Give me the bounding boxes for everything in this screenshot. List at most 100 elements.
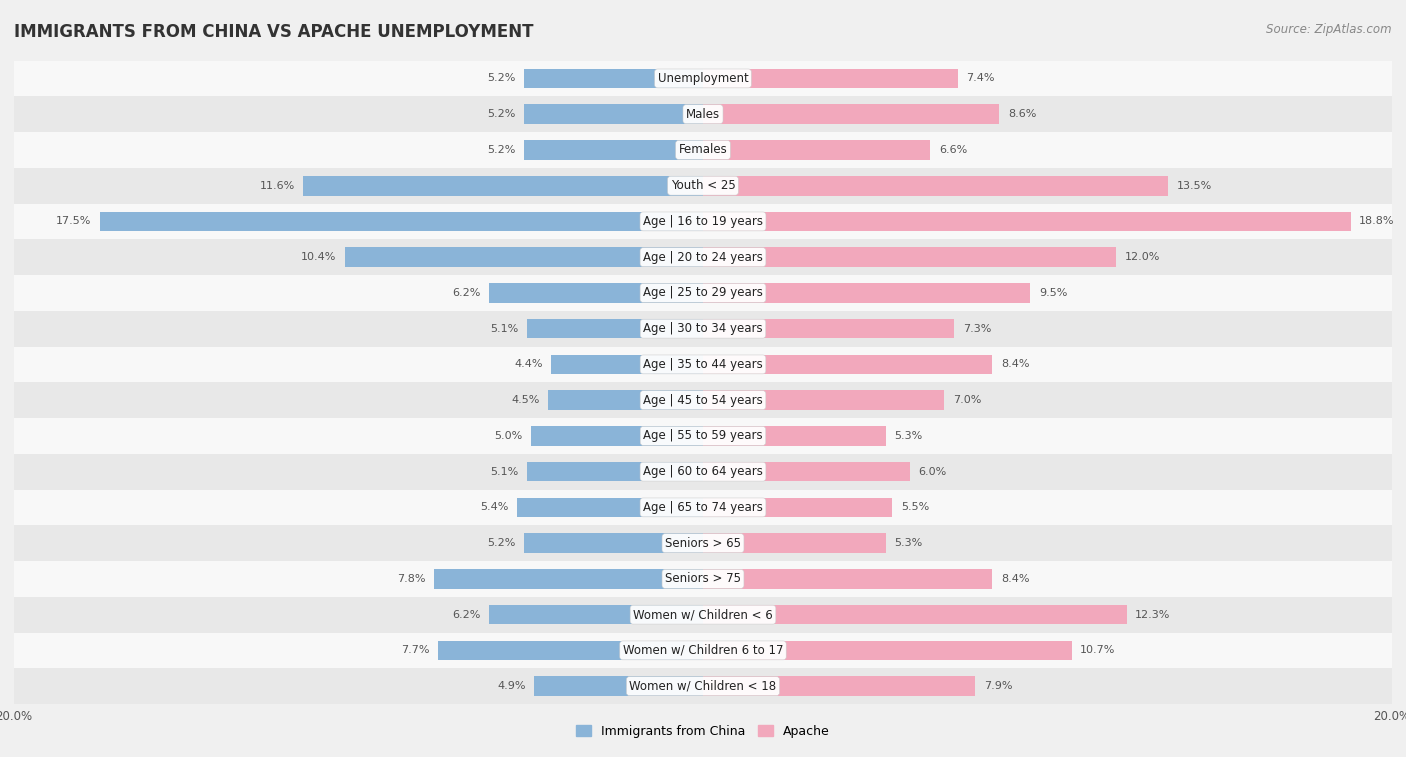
Bar: [551, 354, 703, 374]
Bar: [14, 597, 1392, 633]
Text: Women w/ Children 6 to 17: Women w/ Children 6 to 17: [623, 644, 783, 657]
Bar: [14, 239, 1392, 275]
Text: Youth < 25: Youth < 25: [671, 179, 735, 192]
Text: 5.5%: 5.5%: [901, 503, 929, 512]
Text: 5.1%: 5.1%: [491, 466, 519, 477]
Text: 7.4%: 7.4%: [966, 73, 995, 83]
Bar: [703, 426, 886, 446]
Text: Women w/ Children < 18: Women w/ Children < 18: [630, 680, 776, 693]
Text: 7.3%: 7.3%: [963, 324, 991, 334]
Text: 6.0%: 6.0%: [918, 466, 946, 477]
Bar: [14, 382, 1392, 418]
Legend: Immigrants from China, Apache: Immigrants from China, Apache: [571, 720, 835, 743]
Text: Age | 65 to 74 years: Age | 65 to 74 years: [643, 501, 763, 514]
Text: 6.6%: 6.6%: [939, 145, 967, 155]
Text: 6.2%: 6.2%: [453, 609, 481, 620]
Bar: [14, 132, 1392, 168]
Text: 10.4%: 10.4%: [301, 252, 336, 262]
Bar: [14, 311, 1392, 347]
Bar: [548, 391, 703, 410]
Bar: [14, 61, 1392, 96]
Text: Males: Males: [686, 107, 720, 120]
Bar: [703, 676, 976, 696]
Bar: [703, 319, 955, 338]
Bar: [14, 275, 1392, 311]
Text: Age | 45 to 54 years: Age | 45 to 54 years: [643, 394, 763, 407]
Bar: [517, 497, 703, 517]
Text: Seniors > 65: Seniors > 65: [665, 537, 741, 550]
Bar: [14, 668, 1392, 704]
Bar: [14, 347, 1392, 382]
Text: Age | 25 to 29 years: Age | 25 to 29 years: [643, 286, 763, 300]
Bar: [703, 391, 945, 410]
Text: 8.4%: 8.4%: [1001, 360, 1029, 369]
Text: 5.0%: 5.0%: [494, 431, 522, 441]
Bar: [703, 534, 886, 553]
Text: 5.2%: 5.2%: [486, 145, 515, 155]
Bar: [14, 490, 1392, 525]
Bar: [14, 453, 1392, 490]
Bar: [703, 140, 931, 160]
Text: 12.0%: 12.0%: [1125, 252, 1160, 262]
Text: 12.3%: 12.3%: [1135, 609, 1171, 620]
Text: Age | 55 to 59 years: Age | 55 to 59 years: [643, 429, 763, 442]
Text: 13.5%: 13.5%: [1177, 181, 1212, 191]
Text: Age | 16 to 19 years: Age | 16 to 19 years: [643, 215, 763, 228]
Bar: [703, 462, 910, 481]
Text: 17.5%: 17.5%: [56, 217, 91, 226]
Text: 5.2%: 5.2%: [486, 109, 515, 119]
Text: 8.6%: 8.6%: [1008, 109, 1036, 119]
Text: Age | 30 to 34 years: Age | 30 to 34 years: [643, 322, 763, 335]
Text: 7.0%: 7.0%: [953, 395, 981, 405]
Bar: [434, 569, 703, 589]
Text: 5.3%: 5.3%: [894, 538, 922, 548]
Bar: [703, 497, 893, 517]
Bar: [14, 561, 1392, 597]
Bar: [489, 605, 703, 625]
Bar: [527, 462, 703, 481]
Text: 5.4%: 5.4%: [479, 503, 509, 512]
Bar: [489, 283, 703, 303]
Text: Seniors > 75: Seniors > 75: [665, 572, 741, 585]
Bar: [703, 248, 1116, 267]
Text: 5.2%: 5.2%: [486, 538, 515, 548]
Bar: [703, 569, 993, 589]
Bar: [524, 140, 703, 160]
Text: Age | 20 to 24 years: Age | 20 to 24 years: [643, 251, 763, 263]
Text: 10.7%: 10.7%: [1080, 646, 1115, 656]
Text: 4.9%: 4.9%: [498, 681, 526, 691]
Text: 7.9%: 7.9%: [984, 681, 1012, 691]
Bar: [14, 96, 1392, 132]
Text: 5.2%: 5.2%: [486, 73, 515, 83]
Bar: [524, 104, 703, 124]
Text: Females: Females: [679, 143, 727, 157]
Bar: [437, 640, 703, 660]
Text: IMMIGRANTS FROM CHINA VS APACHE UNEMPLOYMENT: IMMIGRANTS FROM CHINA VS APACHE UNEMPLOY…: [14, 23, 533, 41]
Text: 8.4%: 8.4%: [1001, 574, 1029, 584]
Text: Source: ZipAtlas.com: Source: ZipAtlas.com: [1267, 23, 1392, 36]
Text: 4.5%: 4.5%: [510, 395, 540, 405]
Bar: [524, 69, 703, 89]
Bar: [524, 534, 703, 553]
Bar: [14, 525, 1392, 561]
Text: 11.6%: 11.6%: [260, 181, 295, 191]
Text: 4.4%: 4.4%: [515, 360, 543, 369]
Bar: [14, 418, 1392, 453]
Text: 7.7%: 7.7%: [401, 646, 429, 656]
Text: 18.8%: 18.8%: [1360, 217, 1395, 226]
Text: Age | 60 to 64 years: Age | 60 to 64 years: [643, 465, 763, 478]
Bar: [703, 69, 957, 89]
Text: 5.1%: 5.1%: [491, 324, 519, 334]
Bar: [14, 204, 1392, 239]
Text: Women w/ Children < 6: Women w/ Children < 6: [633, 608, 773, 621]
Bar: [703, 176, 1168, 195]
Bar: [703, 640, 1071, 660]
Bar: [100, 212, 703, 231]
Bar: [703, 212, 1351, 231]
Bar: [531, 426, 703, 446]
Text: Unemployment: Unemployment: [658, 72, 748, 85]
Bar: [703, 283, 1031, 303]
Bar: [703, 354, 993, 374]
Bar: [14, 633, 1392, 668]
Text: 9.5%: 9.5%: [1039, 288, 1067, 298]
